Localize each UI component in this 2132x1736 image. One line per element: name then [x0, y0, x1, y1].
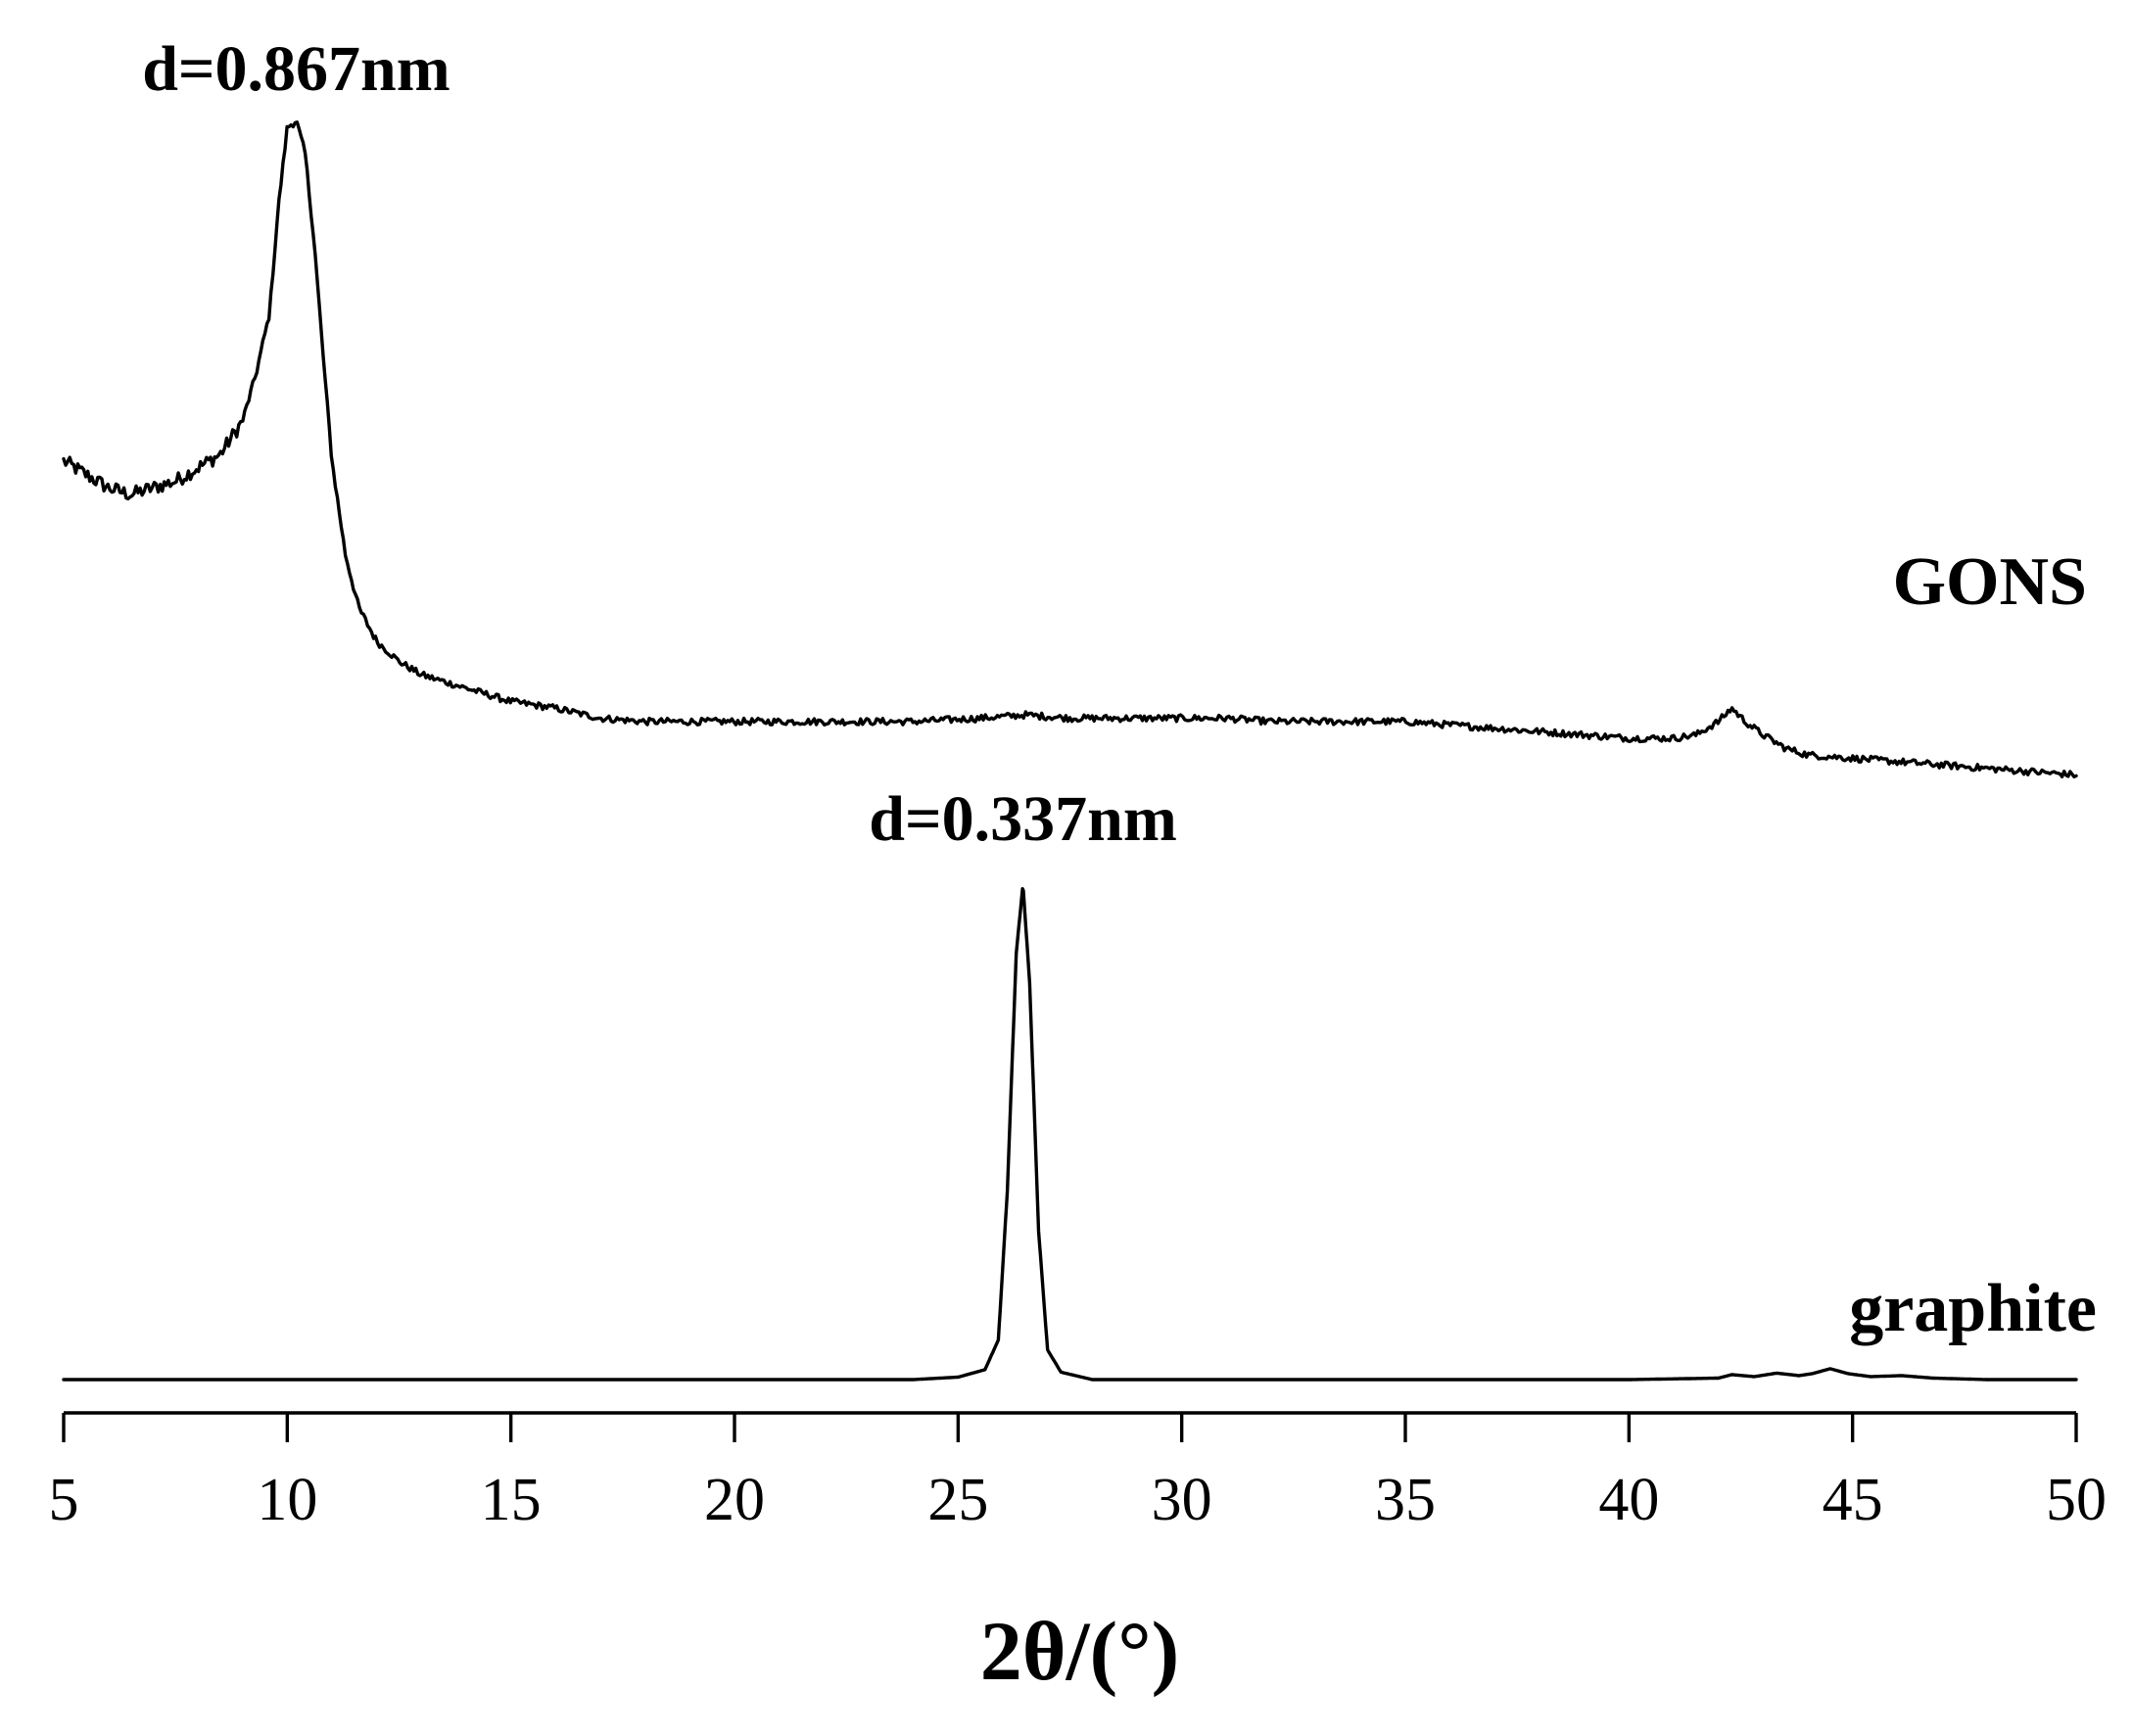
x-tick-label-30: 30	[1152, 1467, 1212, 1533]
x-tick-label-15: 15	[481, 1467, 542, 1533]
x-tick-label-50: 50	[2046, 1467, 2107, 1533]
labels-layer: d=0.867nm d=0.337nm GONS graphite 2θ/(°)	[142, 33, 2097, 1698]
peak-annotation-gons: d=0.867nm	[142, 33, 450, 105]
x-tick-label-25: 25	[927, 1467, 988, 1533]
x-ticks: 5 10 15 20 25 30 35 40 45 50	[49, 1413, 2107, 1533]
x-tick-label-40: 40	[1598, 1467, 1659, 1533]
x-tick-label-5: 5	[49, 1467, 79, 1533]
x-tick-label-35: 35	[1375, 1467, 1436, 1533]
x-tick-label-45: 45	[1823, 1467, 1883, 1533]
series-line-graphite	[62, 887, 2078, 1382]
series-label-graphite: graphite	[1849, 1271, 2097, 1346]
x-tick-label-10: 10	[257, 1467, 317, 1533]
x-tick-label-20: 20	[704, 1467, 765, 1533]
series-label-gons: GONS	[1893, 544, 2087, 620]
x-axis-title: 2θ/(°)	[980, 1604, 1179, 1698]
series-line-gons	[62, 120, 2078, 779]
traces-layer	[62, 120, 2078, 1382]
peak-annotation-graphite: d=0.337nm	[869, 783, 1177, 855]
